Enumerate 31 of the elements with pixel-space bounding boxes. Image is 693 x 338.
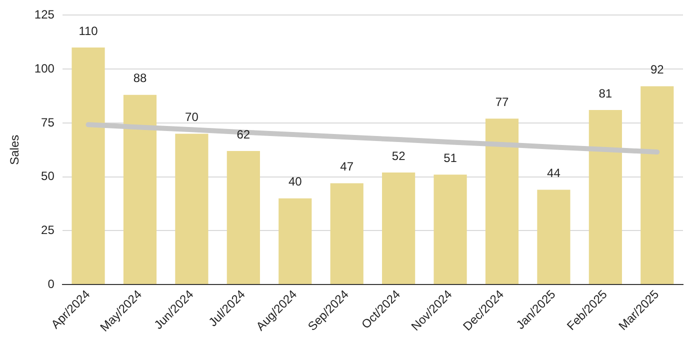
bar <box>72 48 105 284</box>
data-label: 44 <box>547 166 561 180</box>
data-label: 88 <box>133 71 147 86</box>
y-tick-label: 25 <box>41 222 55 237</box>
data-label: 47 <box>340 160 354 174</box>
bar <box>123 94 157 284</box>
bar <box>485 118 519 284</box>
bar <box>278 198 312 284</box>
data-label: 51 <box>444 150 458 165</box>
bar <box>382 172 416 284</box>
data-label: 62 <box>236 127 250 142</box>
data-label: 70 <box>185 110 199 124</box>
data-label: 81 <box>598 86 612 100</box>
bar <box>640 86 674 284</box>
bar <box>434 174 467 284</box>
bar <box>175 134 208 284</box>
y-axis-title: Sales <box>8 134 22 165</box>
y-tick-label: 50 <box>41 169 55 184</box>
data-label: 110 <box>78 24 98 38</box>
bar <box>537 190 570 284</box>
data-label: 52 <box>392 148 406 163</box>
bar <box>588 110 622 284</box>
y-tick-label: 125 <box>34 8 55 22</box>
y-tick-label: 0 <box>48 276 55 291</box>
data-label: 77 <box>495 94 509 109</box>
bar <box>330 183 364 284</box>
data-label: 92 <box>650 62 664 77</box>
y-tick-label: 75 <box>41 115 55 130</box>
bar <box>226 150 260 284</box>
y-tick-label: 100 <box>34 61 55 76</box>
data-label: 40 <box>288 174 302 189</box>
